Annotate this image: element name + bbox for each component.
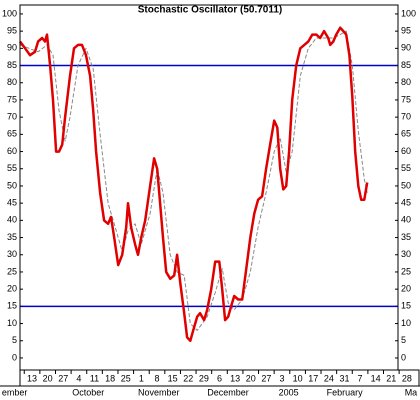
y-tick-label: 20 — [7, 284, 17, 294]
x-tick-label: 22 — [183, 373, 193, 383]
y-tick-label: 35 — [7, 232, 17, 242]
plot-frame — [19, 4, 399, 371]
y-tick-label-right: 0 — [401, 352, 406, 362]
x-tick-label: 11 — [90, 373, 99, 383]
y-tick-label-right: 5 — [401, 335, 406, 345]
y-tick-label-right: 30 — [401, 249, 411, 259]
month-label: 2005 — [279, 387, 299, 397]
x-tick-label: 27 — [58, 373, 68, 383]
y-tick-label: 75 — [7, 94, 17, 104]
x-tick-label: 3 — [279, 373, 284, 383]
y-tick-label: 60 — [7, 146, 17, 156]
x-tick-label: 14 — [371, 373, 381, 383]
y-tick-label-right: 85 — [401, 60, 411, 70]
month-label: February — [327, 387, 364, 397]
x-tick-label: 31 — [339, 373, 349, 383]
x-tick-label: 24 — [324, 373, 334, 383]
x-tick-label: 21 — [386, 373, 396, 383]
x-tick-label: 7 — [358, 373, 363, 383]
y-tick-label: 95 — [7, 26, 17, 36]
y-tick-label: 100 — [2, 8, 17, 18]
x-tick-label: 10 — [293, 373, 303, 383]
month-label: Ma — [405, 387, 418, 397]
y-tick-label: 30 — [7, 249, 17, 259]
y-tick-label-right: 70 — [401, 112, 411, 122]
y-tick-label-right: 55 — [401, 163, 411, 173]
x-tick-label: 25 — [121, 373, 131, 383]
x-tick-label: 28 — [402, 373, 412, 383]
chart-title: Stochastic Oscillator (50.7011) — [138, 5, 283, 16]
y-tick-label: 85 — [7, 60, 17, 70]
y-tick-label-right: 25 — [401, 266, 411, 276]
y-tick-label: 45 — [7, 198, 17, 208]
x-tick-label: 13 — [27, 373, 37, 383]
y-tick-label: 80 — [7, 77, 17, 87]
x-tick-label: 15 — [168, 373, 178, 383]
y-tick-label: 70 — [7, 112, 17, 122]
y-tick-label: 10 — [7, 318, 17, 328]
y-tick-label-right: 15 — [401, 301, 411, 311]
x-tick-label: 6 — [217, 373, 222, 383]
y-tick-label: 50 — [7, 180, 17, 190]
x-tick-label: 1 — [139, 373, 144, 383]
y-tick-label-right: 40 — [401, 215, 411, 225]
y-tick-label-right: 95 — [401, 26, 411, 36]
y-tick-label: 90 — [7, 43, 17, 53]
y-tick-label-right: 20 — [401, 284, 411, 294]
y-tick-label: 5 — [12, 335, 17, 345]
y-tick-label-right: 45 — [401, 198, 411, 208]
x-tick-label: 17 — [308, 373, 318, 383]
y-tick-label-right: 50 — [401, 180, 411, 190]
y-tick-label-right: 10 — [401, 318, 411, 328]
y-tick-label: 25 — [7, 266, 17, 276]
x-tick-label: 20 — [43, 373, 53, 383]
y-tick-label: 55 — [7, 163, 17, 173]
signal-line — [19, 30, 368, 331]
oscillator-line — [19, 26, 369, 343]
y-tick-label-right: 65 — [401, 129, 411, 139]
y-tick-label: 0 — [12, 352, 17, 362]
month-label: December — [207, 387, 249, 397]
y-tick-label-right: 35 — [401, 232, 411, 242]
x-tick-label: 20 — [246, 373, 256, 383]
y-tick-label-right: 80 — [401, 77, 411, 87]
x-tick-label: 13 — [230, 373, 240, 383]
y-tick-label-right: 60 — [401, 146, 411, 156]
month-label: November — [138, 387, 180, 397]
x-tick-label: 27 — [261, 373, 271, 383]
y-tick-label-right: 75 — [401, 94, 411, 104]
month-label: ember — [2, 387, 28, 397]
y-tick-label-right: 100 — [401, 8, 416, 18]
x-tick-label: 4 — [76, 373, 81, 383]
x-tick-label: 18 — [105, 373, 115, 383]
x-tick-label: 8 — [155, 373, 160, 383]
x-tick-label: 29 — [199, 373, 209, 383]
y-tick-label: 40 — [7, 215, 17, 225]
y-tick-label: 15 — [7, 301, 17, 311]
y-tick-label: 65 — [7, 129, 17, 139]
month-label: October — [72, 387, 104, 397]
y-tick-label-right: 90 — [401, 43, 411, 53]
